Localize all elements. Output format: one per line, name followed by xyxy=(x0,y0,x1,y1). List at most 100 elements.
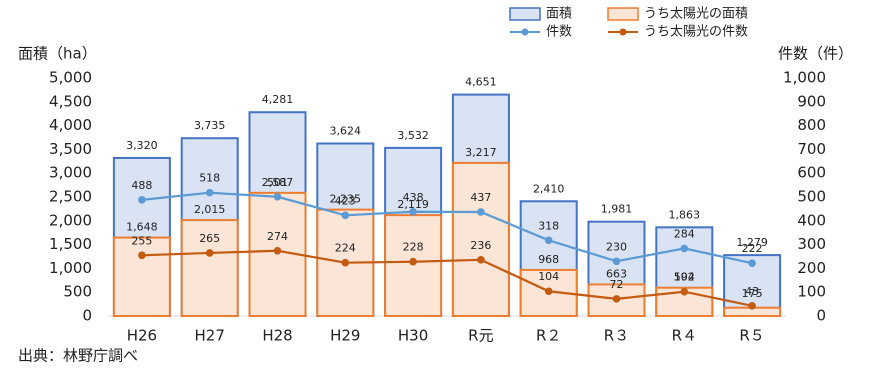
x-tick-label: H27 xyxy=(195,327,225,345)
line-marker xyxy=(409,207,417,216)
bar xyxy=(180,219,239,317)
bar-label: 2,015 xyxy=(194,203,226,216)
y2-tick-label: 600 xyxy=(797,164,826,182)
bar-label: 2,410 xyxy=(533,182,565,195)
x-tick-label: H28 xyxy=(262,327,292,345)
point-label: 518 xyxy=(199,172,220,185)
y2-axis-title: 件数（件） xyxy=(778,45,853,63)
y2-tick-label: 400 xyxy=(797,211,826,229)
legend-label: うち太陽光の件数 xyxy=(644,25,748,40)
x-tick-label: H30 xyxy=(398,327,428,345)
y-tick-label: 3,000 xyxy=(49,164,92,182)
y2-tick-label: 300 xyxy=(797,235,826,253)
point-label: 228 xyxy=(403,241,424,254)
line-marker xyxy=(409,257,417,266)
x-tick-label: H26 xyxy=(127,327,157,345)
bar-label: 2,235 xyxy=(330,193,362,206)
bar-label: 1,648 xyxy=(126,221,158,234)
line-marker xyxy=(205,188,214,197)
x-tick-label: R２ xyxy=(536,327,561,345)
x-tick-label: R４ xyxy=(672,327,697,345)
y2-tick-label: 500 xyxy=(797,188,826,206)
x-tick-label: R元 xyxy=(468,327,493,345)
y-tick-label: 1,500 xyxy=(49,235,92,253)
bar-label: 3,624 xyxy=(330,124,362,137)
y-tick-label: 1,000 xyxy=(49,259,92,277)
line-marker xyxy=(612,257,621,266)
bar-label: 594 xyxy=(674,271,695,284)
legend-marker xyxy=(619,28,627,36)
line-marker xyxy=(477,208,485,216)
legend-marker xyxy=(521,28,529,36)
line-marker xyxy=(544,236,553,245)
legend-label: 件数 xyxy=(546,25,572,40)
line-marker xyxy=(205,249,214,257)
x-tick-label: H29 xyxy=(330,327,360,345)
line-marker xyxy=(138,196,146,204)
bar-label: 1,981 xyxy=(601,203,633,216)
x-tick-label: R３ xyxy=(604,327,629,345)
line-marker xyxy=(477,256,485,264)
y-tick-label: 2,500 xyxy=(49,188,92,206)
legend-swatch xyxy=(509,7,541,21)
y-tick-label: 4,000 xyxy=(49,116,92,134)
x-tick-label: R５ xyxy=(739,327,764,345)
bar-label: 4,281 xyxy=(262,93,294,106)
bar-label: 663 xyxy=(606,267,627,280)
bar-label: 3,217 xyxy=(465,146,497,159)
point-label: 284 xyxy=(674,227,695,240)
y2-tick-label: 200 xyxy=(797,259,826,277)
bar-label: 2,587 xyxy=(262,176,294,189)
point-label: 501 xyxy=(267,176,288,189)
line-marker xyxy=(341,211,350,220)
y2-tick-label: 1,000 xyxy=(783,69,826,87)
y2-tick-label: 800 xyxy=(797,116,826,134)
bar-label: 4,651 xyxy=(465,76,497,89)
legend-label: うち太陽光の面積 xyxy=(644,7,748,22)
line-marker xyxy=(138,251,146,260)
source: 出典：林野庁調べ xyxy=(18,347,138,365)
y2-tick-label: 900 xyxy=(797,92,826,110)
bar xyxy=(384,214,443,318)
point-label: 43 xyxy=(745,285,759,298)
line-marker xyxy=(748,259,756,267)
y-tick-label: 0 xyxy=(82,307,92,325)
line-marker xyxy=(612,295,621,303)
line-marker xyxy=(544,287,553,296)
point-label: 222 xyxy=(742,242,763,255)
legend-swatch xyxy=(607,7,639,21)
bar-label: 2,119 xyxy=(397,198,429,211)
bar xyxy=(112,236,171,318)
point-label: 437 xyxy=(470,191,491,204)
bar-label: 3,320 xyxy=(126,139,158,152)
legend-label: 面積 xyxy=(546,7,572,22)
point-label: 255 xyxy=(131,234,152,247)
point-label: 423 xyxy=(335,194,356,207)
line-marker xyxy=(680,244,689,253)
y2-tick-label: 0 xyxy=(816,307,826,325)
point-label: 224 xyxy=(335,242,356,255)
point-label: 274 xyxy=(267,230,288,243)
bar-label: 3,532 xyxy=(397,129,429,142)
bar xyxy=(451,161,510,317)
bar-label: 1,279 xyxy=(736,236,768,249)
bar-label: 3,735 xyxy=(194,119,226,132)
y-tick-label: 2,000 xyxy=(49,211,92,229)
y-tick-label: 5,000 xyxy=(49,69,92,87)
line xyxy=(141,249,753,307)
bar-label: 175 xyxy=(742,287,763,300)
point-label: 318 xyxy=(538,219,559,232)
line-marker xyxy=(273,192,282,201)
point-label: 236 xyxy=(470,239,491,252)
point-label: 72 xyxy=(610,278,624,291)
line-marker xyxy=(680,287,689,296)
line-marker xyxy=(748,301,756,310)
y-axis-title: 面積（ha） xyxy=(18,45,97,63)
y-tick-label: 3,500 xyxy=(49,140,92,158)
point-label: 230 xyxy=(606,240,627,253)
bar-label: 968 xyxy=(538,253,559,266)
point-label: 104 xyxy=(538,270,559,283)
bar-label: 1,863 xyxy=(669,208,701,221)
y2-tick-label: 100 xyxy=(797,283,826,301)
